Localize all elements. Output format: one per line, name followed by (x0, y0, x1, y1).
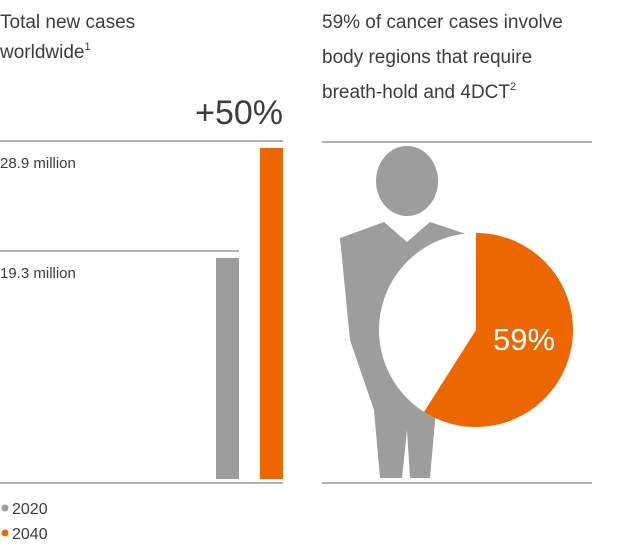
person-head (376, 146, 438, 216)
annotation: +50% (195, 94, 283, 132)
pie-slice (424, 233, 573, 427)
title-line: Total new cases (0, 12, 135, 33)
title-line: worldwide (0, 42, 84, 63)
legend-marker (1, 529, 9, 537)
value-label: 19.3 million (0, 265, 76, 282)
legend-marker (1, 504, 9, 512)
title-line: breath-hold and 4DCT (322, 82, 510, 103)
value-label: 28.9 million (0, 155, 76, 172)
bar (260, 148, 283, 479)
chart-title: 59% of cancer cases involve (322, 12, 563, 33)
chart-title: worldwide1 (0, 41, 91, 63)
chart-title: Total new cases (0, 12, 135, 33)
value-label: 59% (493, 322, 555, 357)
legend-label: 2020 (12, 501, 48, 518)
title-line: body regions that require (322, 47, 532, 68)
footnote: 1 (84, 41, 90, 53)
legend-label: 2040 (12, 526, 48, 542)
title-line: 59% of cancer cases involve (322, 12, 563, 33)
chart-title: body regions that require (322, 47, 532, 68)
footnote: 2 (510, 81, 516, 93)
chart-title: breath-hold and 4DCT2 (322, 81, 516, 103)
bar (216, 257, 239, 479)
